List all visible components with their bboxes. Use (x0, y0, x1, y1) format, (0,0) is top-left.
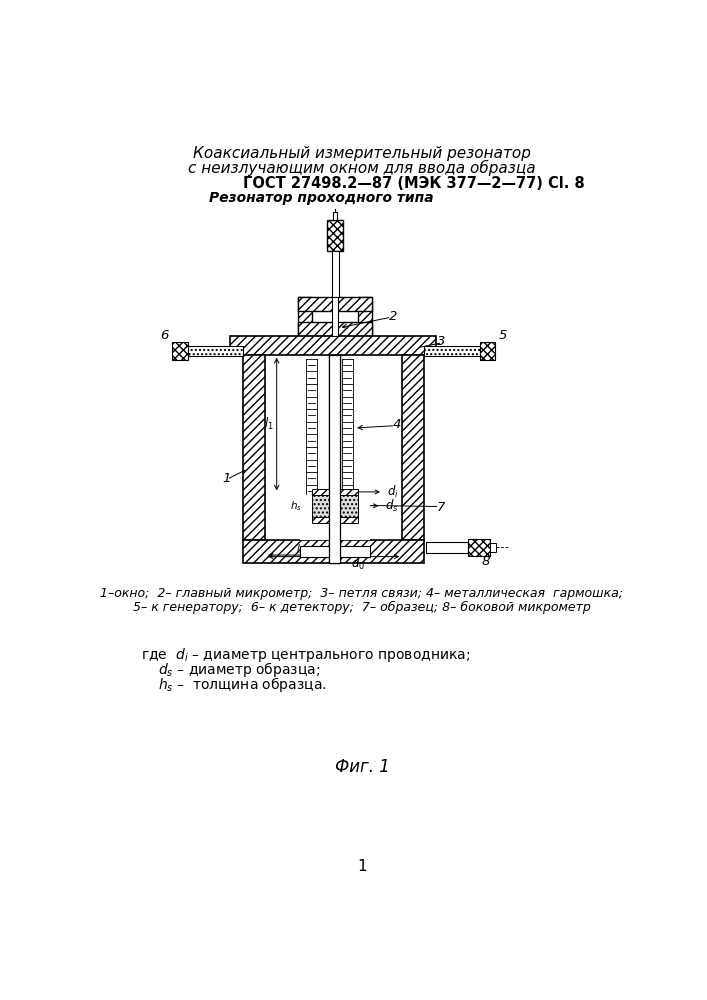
Bar (332, 297, 338, 336)
Bar (327, 220, 343, 251)
Text: с неизлучающим окном для ввода образца: с неизлучающим окном для ввода образца (188, 160, 536, 176)
Text: 1: 1 (222, 472, 230, 485)
Bar (468, 539, 490, 556)
Bar (402, 355, 424, 540)
Text: $l_1$: $l_1$ (264, 416, 274, 432)
Bar (300, 495, 370, 540)
Text: 8: 8 (481, 555, 490, 568)
Text: $d_s$: $d_s$ (385, 498, 399, 514)
Text: 7: 7 (437, 501, 445, 514)
Text: $d_s$ – диаметр образца;: $d_s$ – диаметр образца; (158, 660, 320, 679)
Bar (300, 546, 370, 557)
Bar (298, 297, 312, 336)
Bar (426, 542, 468, 553)
Text: 3: 3 (437, 335, 445, 348)
Text: 1: 1 (357, 859, 367, 874)
Bar (265, 355, 402, 540)
Bar (329, 355, 340, 563)
Text: $d_0$: $d_0$ (351, 556, 365, 572)
Text: 4: 4 (392, 418, 401, 431)
Bar (312, 489, 358, 495)
Text: $h_s$: $h_s$ (290, 499, 302, 513)
Text: где  $d_i$ – диаметр центрального проводника;: где $d_i$ – диаметр центрального проводн… (141, 646, 470, 664)
Text: 5– к генератору;  6– к детектору;  7– образец; 8– боковой микрометр: 5– к генератору; 6– к детектору; 7– обра… (133, 601, 591, 614)
Text: $d_i$: $d_i$ (387, 484, 399, 500)
Text: 6: 6 (160, 329, 168, 342)
Bar (332, 212, 337, 220)
Bar (358, 297, 372, 336)
Text: Фиг. 1: Фиг. 1 (334, 758, 390, 776)
Text: Коаксиальный измерительный резонатор: Коаксиальный измерительный резонатор (193, 146, 531, 161)
Bar (187, 346, 243, 356)
Text: $l_2$: $l_2$ (296, 542, 304, 556)
Text: 1–окно;  2– главный микрометр;  3– петля связи; 4– металлическая  гармошка;: 1–окно; 2– главный микрометр; 3– петля с… (100, 587, 624, 600)
Bar (329, 355, 340, 563)
Text: ГОСТ 27498.2—87 (МЭК 377—2—77) Cl. 8: ГОСТ 27498.2—87 (МЭК 377—2—77) Cl. 8 (243, 176, 585, 191)
Text: $h_s$ –  толщина образца.: $h_s$ – толщина образца. (158, 675, 327, 694)
Bar (243, 540, 424, 563)
Bar (332, 251, 339, 297)
Bar (243, 355, 265, 540)
Bar (172, 342, 187, 360)
Bar (298, 297, 372, 311)
Bar (424, 346, 480, 356)
Text: Резонатор проходного типа: Резонатор проходного типа (209, 191, 433, 205)
Bar (230, 336, 436, 355)
Text: 5: 5 (499, 329, 508, 342)
Bar (298, 322, 372, 336)
Bar (312, 495, 358, 517)
Bar (312, 517, 358, 523)
Text: 2: 2 (389, 310, 397, 323)
Bar (480, 342, 495, 360)
Bar (490, 543, 496, 552)
